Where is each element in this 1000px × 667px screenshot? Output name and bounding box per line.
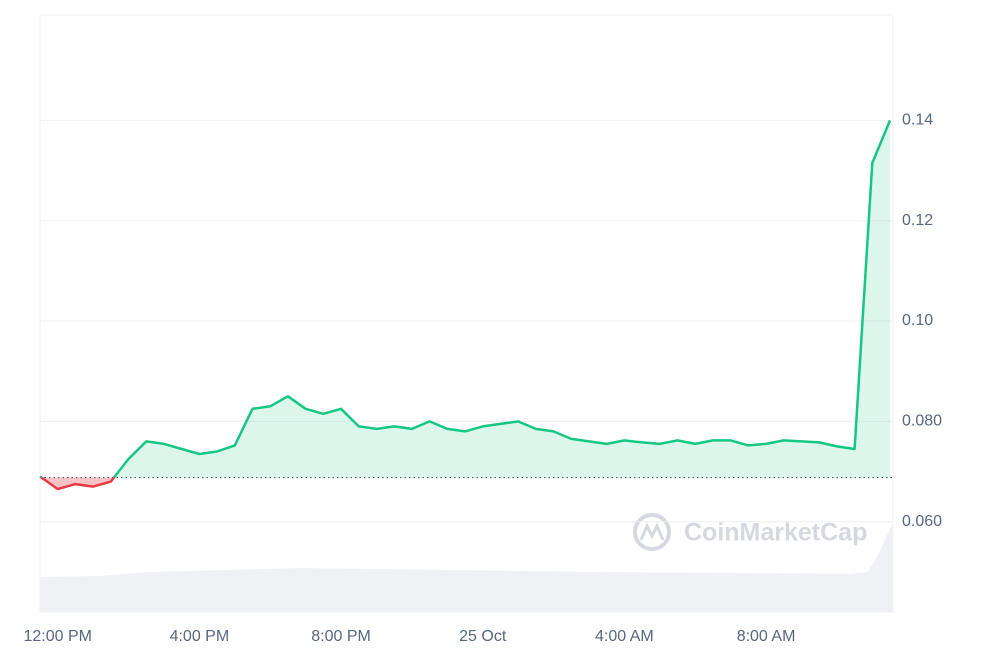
- price-line: [39, 119, 892, 491]
- x-tick-label: 25 Oct: [459, 628, 507, 645]
- watermark-text: CoinMarketCap: [684, 519, 867, 547]
- x-tick-label: 4:00 PM: [170, 628, 230, 645]
- x-tick-label: 4:00 AM: [595, 628, 654, 645]
- x-tick-label: 8:00 AM: [737, 628, 796, 645]
- volume-area: [40, 522, 893, 612]
- y-tick-label: 0.10: [902, 312, 933, 329]
- y-tick-label: 0.080: [902, 413, 942, 430]
- y-tick-label: 0.12: [902, 212, 933, 229]
- x-tick-label: 12:00 PM: [23, 628, 91, 645]
- x-tick-label: 8:00 PM: [311, 628, 371, 645]
- area-fill: [40, 120, 890, 490]
- watermark: CoinMarketCap: [633, 513, 867, 551]
- y-tick-label: 0.060: [902, 513, 942, 530]
- y-tick-label: 0.14: [902, 112, 933, 129]
